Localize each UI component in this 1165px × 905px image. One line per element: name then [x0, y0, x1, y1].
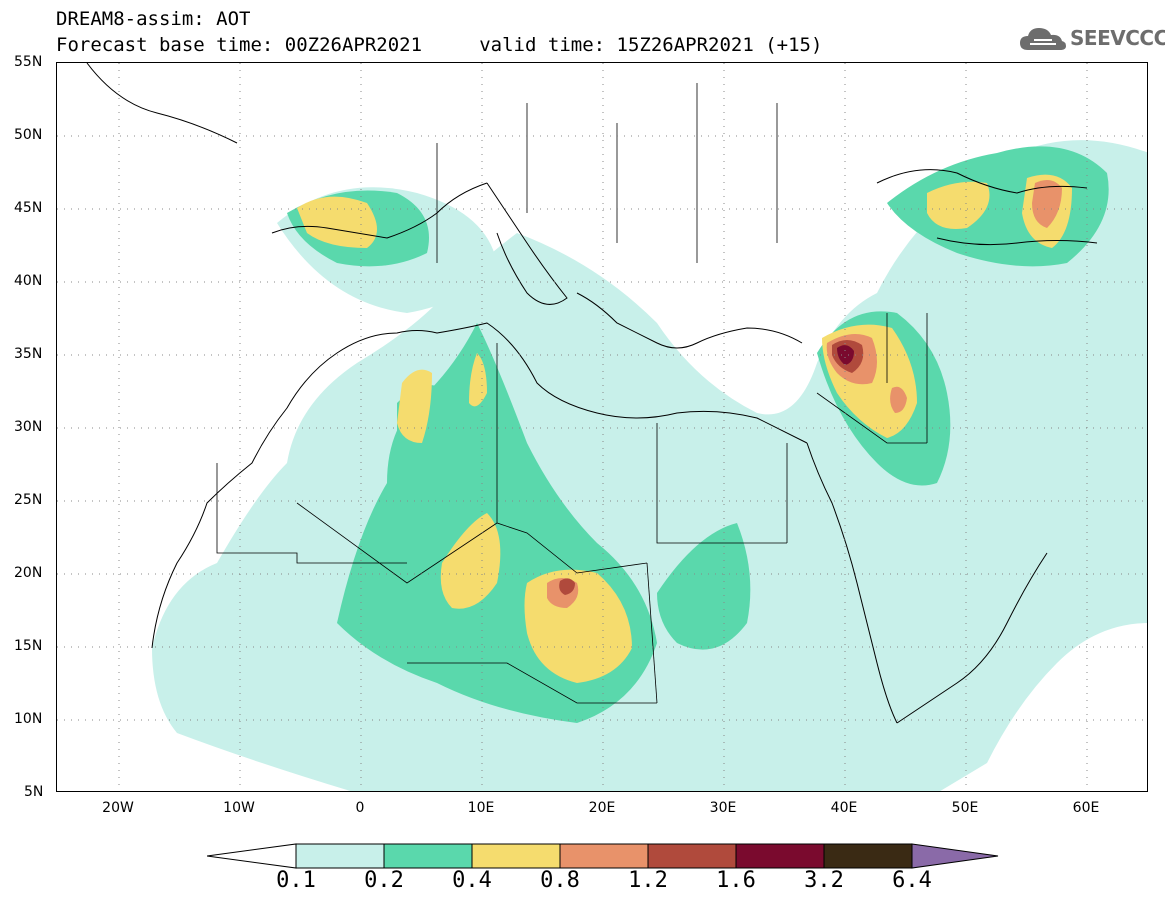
map-subtitle-times: Forecast base time: 00Z26APR2021 valid t… [56, 34, 823, 56]
colorbar-label-3.2: 3.2 [804, 868, 844, 893]
colorbar [207, 843, 999, 869]
colorbar-label-0.2: 0.2 [364, 868, 404, 893]
map-area [56, 62, 1148, 792]
lat-label-50n: 50N [14, 127, 43, 143]
map-title: DREAM8-assim: AOT [56, 8, 251, 30]
colorbar-label-0.8: 0.8 [540, 868, 580, 893]
colorbar-segment-0.1 [295, 843, 385, 869]
lat-label-40n: 40N [14, 273, 43, 289]
colorbar-segment-1.2 [647, 843, 737, 869]
colorbar-label-1.6: 1.6 [716, 868, 756, 893]
aot-map [57, 63, 1147, 791]
lat-label-5n: 5N [24, 784, 44, 800]
logo-text: SEEVCCC [1070, 26, 1165, 50]
country-borders [216, 83, 928, 704]
lon-label-10e: 10E [467, 800, 495, 816]
lon-label-10w: 10W [223, 800, 255, 816]
lat-label-25n: 25N [14, 492, 43, 508]
colorbar-extend-high [911, 843, 999, 869]
lat-label-45n: 45N [14, 200, 43, 216]
colorbar-label-0.1: 0.1 [276, 868, 316, 893]
colorbar-label-0.4: 0.4 [452, 868, 492, 893]
colorbar-label-1.2: 1.2 [628, 868, 668, 893]
lat-label-55n: 55N [14, 54, 43, 70]
lat-label-30n: 30N [14, 419, 43, 435]
lon-label-50e: 50E [951, 800, 979, 816]
lon-label-60e: 60E [1072, 800, 1100, 816]
colorbar-label-6.4: 6.4 [892, 868, 932, 893]
colorbar-segment-3.2 [823, 843, 913, 869]
colorbar-segment-0.8 [559, 843, 649, 869]
coastlines [86, 63, 1098, 724]
lat-label-20n: 20N [14, 565, 43, 581]
lat-label-35n: 35N [14, 346, 43, 362]
cloud-icon [1020, 28, 1066, 50]
lon-label-0: 0 [355, 800, 365, 816]
colorbar-segment-1.6 [735, 843, 825, 869]
lon-label-40e: 40E [830, 800, 858, 816]
aot-band-1.6 [837, 345, 854, 365]
colorbar-segment-0.4 [471, 843, 561, 869]
lon-label-30e: 30E [709, 800, 737, 816]
colorbar-extend-low [207, 843, 297, 869]
seevccc-logo: SEEVCCC [1018, 24, 1165, 56]
graticule [57, 63, 1147, 791]
colorbar-segment-0.2 [383, 843, 473, 869]
lon-label-20e: 20E [588, 800, 616, 816]
lon-label-20w: 20W [102, 800, 134, 816]
lat-label-15n: 15N [14, 638, 43, 654]
lat-label-10n: 10N [14, 711, 43, 727]
